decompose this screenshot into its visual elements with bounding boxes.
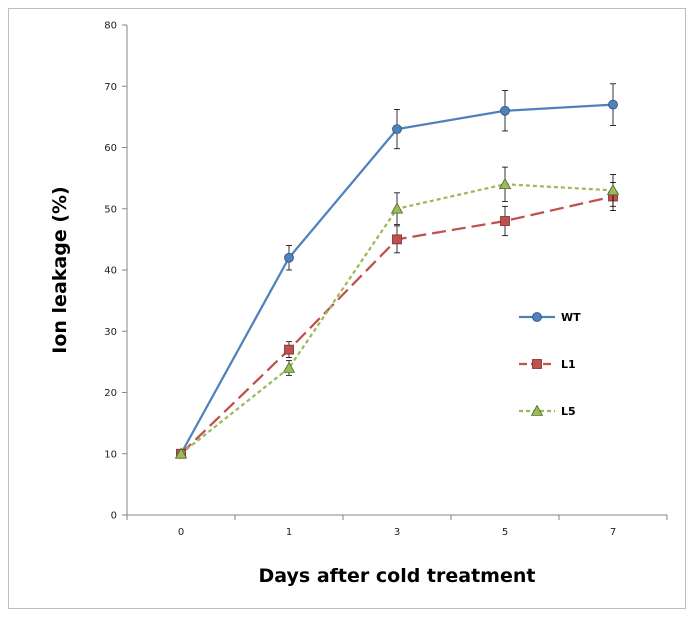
data-point-l5 bbox=[498, 177, 512, 190]
series-wt bbox=[176, 83, 618, 459]
y-tick-label: 0 bbox=[111, 511, 117, 522]
x-tick-label: 0 bbox=[178, 527, 184, 538]
legend-label: L5 bbox=[561, 405, 576, 418]
legend-item-l1: L1 bbox=[519, 358, 576, 371]
y-tick-label: 80 bbox=[104, 21, 117, 32]
data-point-wt bbox=[284, 252, 294, 263]
y-tick-label: 20 bbox=[104, 388, 117, 399]
series-l5 bbox=[174, 166, 620, 459]
legend-marker bbox=[532, 359, 542, 369]
data-point-l5 bbox=[606, 184, 620, 196]
x-axis-title: Days after cold treatment bbox=[259, 565, 536, 587]
data-point-l1 bbox=[284, 344, 294, 355]
x-tick-label: 7 bbox=[610, 527, 616, 538]
data-point-l5 bbox=[174, 447, 188, 459]
legend-label: WT bbox=[561, 311, 581, 324]
legend-label: L1 bbox=[561, 358, 576, 371]
y-tick-label: 30 bbox=[104, 327, 117, 338]
data-point-l1 bbox=[392, 234, 402, 245]
data-point-l1 bbox=[500, 216, 510, 226]
data-point-wt bbox=[500, 105, 510, 116]
legend-marker bbox=[530, 404, 544, 416]
legend-item-wt: WT bbox=[519, 311, 581, 324]
x-tick-label: 1 bbox=[286, 527, 292, 538]
y-axis-title: Ion leakage (%) bbox=[49, 186, 71, 353]
y-tick-label: 70 bbox=[104, 82, 117, 93]
legend-item-l5: L5 bbox=[519, 404, 576, 418]
x-tick-label: 5 bbox=[502, 527, 508, 538]
data-point-wt bbox=[392, 124, 402, 135]
y-tick-label: 10 bbox=[104, 449, 117, 460]
data-point-l5 bbox=[282, 361, 296, 373]
chart-border bbox=[8, 8, 686, 609]
y-tick-label: 40 bbox=[104, 266, 117, 277]
legend: WT L1 L5 bbox=[519, 311, 581, 418]
data-point-l5 bbox=[390, 202, 404, 214]
x-tick-label: 3 bbox=[394, 527, 400, 538]
axes-layer: 0 10 20 30 40 50 60 70 80 0 1 3 5 7 bbox=[104, 21, 668, 538]
y-tick-label: 50 bbox=[104, 204, 117, 215]
series-layer bbox=[174, 83, 620, 459]
data-point-wt bbox=[608, 99, 618, 110]
y-tick-label: 60 bbox=[104, 143, 117, 154]
legend-marker bbox=[532, 312, 542, 322]
